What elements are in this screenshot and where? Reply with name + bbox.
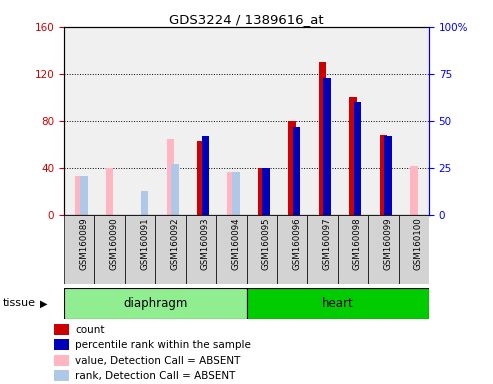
Text: GSM160093: GSM160093 xyxy=(201,217,210,270)
Bar xyxy=(293,127,300,215)
Bar xyxy=(277,215,307,284)
Bar xyxy=(167,139,175,215)
Bar xyxy=(338,215,368,284)
Bar xyxy=(125,215,155,284)
Text: heart: heart xyxy=(322,297,353,310)
Bar xyxy=(64,215,95,284)
Bar xyxy=(349,98,357,215)
Text: rank, Detection Call = ABSENT: rank, Detection Call = ABSENT xyxy=(75,371,236,381)
Text: GSM160090: GSM160090 xyxy=(109,217,119,270)
Bar xyxy=(398,215,429,284)
Bar xyxy=(288,121,296,215)
Bar xyxy=(141,190,148,215)
Text: GSM160094: GSM160094 xyxy=(231,217,240,270)
Text: GSM160091: GSM160091 xyxy=(140,217,149,270)
Bar xyxy=(246,215,277,284)
Bar xyxy=(155,215,186,284)
Bar xyxy=(80,175,88,215)
Bar xyxy=(171,164,179,215)
Bar xyxy=(54,324,69,335)
Bar xyxy=(232,172,240,215)
Text: GSM160100: GSM160100 xyxy=(414,217,423,270)
Bar xyxy=(380,135,387,215)
Bar xyxy=(197,141,205,215)
Bar xyxy=(202,136,209,215)
Bar xyxy=(384,136,391,215)
Text: GSM160097: GSM160097 xyxy=(322,217,331,270)
Bar xyxy=(258,168,266,215)
Bar xyxy=(246,288,429,319)
Bar xyxy=(54,339,69,350)
Text: count: count xyxy=(75,325,105,335)
Bar xyxy=(368,215,398,284)
Text: percentile rank within the sample: percentile rank within the sample xyxy=(75,340,251,350)
Bar xyxy=(54,370,69,381)
Bar xyxy=(75,176,83,215)
Text: GSM160092: GSM160092 xyxy=(171,217,179,270)
Text: diaphragm: diaphragm xyxy=(123,297,187,310)
Bar xyxy=(262,168,270,215)
Bar xyxy=(216,215,246,284)
Text: GSM160095: GSM160095 xyxy=(262,217,271,270)
Bar xyxy=(64,288,246,319)
Text: GSM160098: GSM160098 xyxy=(353,217,362,270)
Bar xyxy=(54,354,69,366)
Text: ▶: ▶ xyxy=(39,298,47,308)
Text: GSM160089: GSM160089 xyxy=(79,217,88,270)
Bar xyxy=(353,102,361,215)
Bar xyxy=(186,215,216,284)
Title: GDS3224 / 1389616_at: GDS3224 / 1389616_at xyxy=(169,13,324,26)
Bar xyxy=(106,168,113,215)
Bar xyxy=(307,215,338,284)
Bar xyxy=(95,215,125,284)
Bar xyxy=(227,172,235,215)
Bar xyxy=(323,78,331,215)
Bar xyxy=(318,62,326,215)
Text: GSM160096: GSM160096 xyxy=(292,217,301,270)
Bar xyxy=(410,166,418,215)
Text: value, Detection Call = ABSENT: value, Detection Call = ABSENT xyxy=(75,356,241,366)
Text: GSM160099: GSM160099 xyxy=(384,217,392,270)
Text: tissue: tissue xyxy=(2,298,35,308)
